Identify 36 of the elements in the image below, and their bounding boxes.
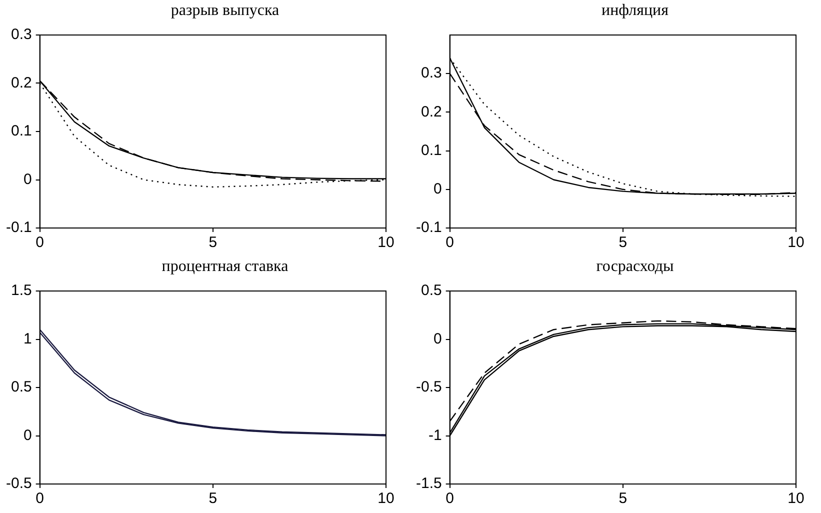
- x-tick-label: 5: [618, 234, 628, 252]
- y-tick-label: 0.3: [420, 64, 442, 82]
- y-tick-label: 0: [24, 170, 32, 188]
- y-tick-label: 0.2: [10, 74, 32, 92]
- y-tick-label: 0: [24, 426, 32, 444]
- y-tick-label: 1: [24, 330, 32, 348]
- y-tick-label: 0: [434, 330, 442, 348]
- chart-title: процентная ставка: [160, 257, 290, 277]
- x-tick-label: 0: [36, 490, 44, 508]
- y-tick-label: -0.5: [6, 475, 32, 492]
- y-tick-label: 0.5: [420, 282, 442, 300]
- y-tick-label: -0.1: [416, 219, 442, 236]
- x-tick-label: 0: [36, 234, 44, 252]
- y-tick-label: 0.5: [10, 378, 32, 396]
- x-tick-label: 10: [378, 234, 394, 252]
- chart-title: инфляция: [600, 1, 670, 21]
- y-tick-label: -0.5: [416, 378, 442, 396]
- y-tick-label: -0.1: [6, 219, 32, 236]
- y-tick-label: 0.1: [420, 142, 442, 159]
- chart-title: разрыв выпуска: [170, 1, 280, 21]
- y-tick-label: -1: [428, 426, 442, 444]
- x-tick-label: 5: [208, 234, 218, 252]
- x-tick-label: 0: [446, 234, 454, 252]
- y-tick-label: -1.5: [416, 475, 442, 492]
- y-tick-label: 1.5: [10, 282, 32, 300]
- x-tick-label: 10: [788, 490, 804, 508]
- y-tick-label: 0.2: [420, 103, 442, 120]
- x-tick-label: 10: [788, 234, 804, 252]
- x-tick-label: 0: [446, 490, 454, 508]
- y-tick-label: 0.1: [10, 122, 32, 140]
- y-tick-label: 0.3: [10, 26, 32, 44]
- x-tick-label: 10: [378, 490, 394, 508]
- x-tick-label: 5: [618, 490, 628, 508]
- chart-title: госрасходы: [595, 257, 675, 277]
- y-tick-label: 0: [434, 180, 442, 198]
- x-tick-label: 5: [208, 490, 218, 508]
